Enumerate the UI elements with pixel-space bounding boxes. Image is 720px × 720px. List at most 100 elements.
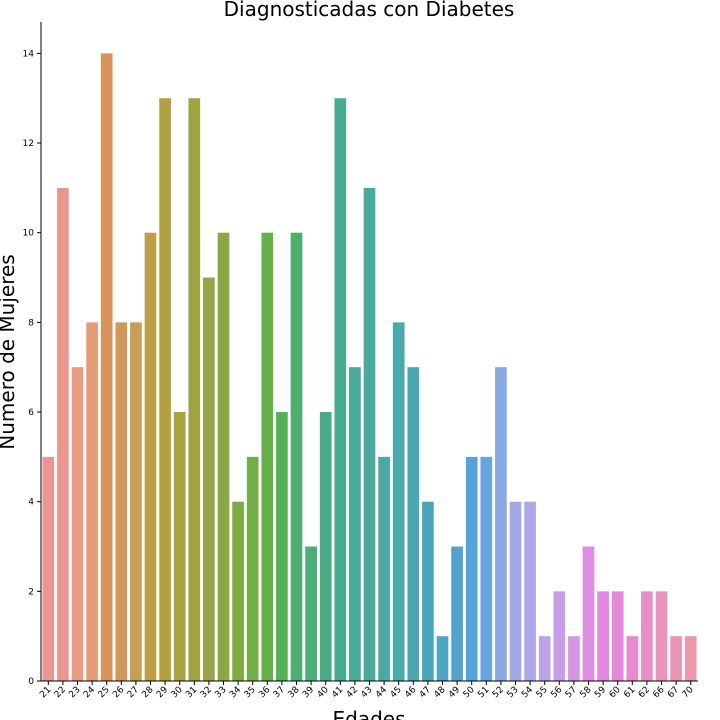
bar-66 [655, 591, 668, 681]
bar-30 [173, 412, 186, 681]
bar-36 [261, 232, 274, 681]
x-tick-label-66: 66 [651, 685, 666, 700]
x-tick-label-46: 46 [403, 685, 418, 700]
x-tick-label-57: 57 [564, 685, 579, 700]
bar-50 [465, 456, 478, 681]
bar-54 [524, 501, 536, 681]
x-tick-label-47: 47 [418, 685, 433, 700]
x-tick-label-53: 53 [505, 685, 520, 700]
x-tick-label-24: 24 [82, 685, 97, 700]
x-tick-label-67: 67 [666, 685, 681, 700]
bar-33 [217, 232, 230, 681]
x-tick-label-61: 61 [622, 685, 637, 700]
x-tick-label-54: 54 [520, 685, 535, 700]
x-tick-label-27: 27 [126, 685, 141, 700]
y-tick-label-2: 2 [28, 587, 34, 597]
bar-60 [611, 591, 624, 681]
chart-title: Diagnosticadas con Diabetes [224, 0, 515, 21]
bar-32 [203, 277, 215, 681]
bar-24 [86, 322, 98, 681]
bar-26 [115, 322, 128, 681]
x-tick-label-21: 21 [38, 685, 53, 700]
bar-58 [582, 546, 595, 681]
bar-22 [57, 187, 69, 681]
x-tick-label-34: 34 [228, 685, 243, 700]
bar-55 [538, 636, 551, 681]
bars-group [42, 53, 697, 681]
bar-31 [188, 98, 201, 681]
x-tick-label-31: 31 [184, 685, 199, 700]
x-tick-label-26: 26 [111, 685, 126, 700]
y-tick-label-14: 14 [23, 49, 35, 59]
y-tick-label-10: 10 [23, 229, 35, 239]
y-axis-label: Numero de Mujeres [0, 254, 19, 449]
y-tick-label-0: 0 [28, 677, 34, 687]
x-tick-label-35: 35 [243, 685, 258, 700]
x-tick-label-41: 41 [330, 685, 345, 700]
x-tick-label-22: 22 [53, 685, 68, 700]
x-tick-label-29: 29 [155, 685, 170, 700]
bar-34 [232, 501, 244, 681]
x-tick-label-52: 52 [491, 685, 506, 700]
bar-27 [130, 322, 142, 681]
bar-48 [436, 636, 449, 681]
bar-28 [144, 232, 157, 681]
bar-43 [363, 187, 376, 681]
x-tick-label-50: 50 [462, 685, 477, 700]
x-tick-label-33: 33 [213, 685, 228, 700]
x-tick-label-45: 45 [389, 685, 404, 700]
bar-46 [407, 367, 420, 681]
bar-44 [378, 456, 390, 681]
bar-21 [42, 456, 55, 681]
x-tick-label-55: 55 [535, 685, 550, 700]
bar-49 [451, 546, 463, 681]
x-tick-label-37: 37 [272, 685, 287, 700]
x-tick-label-32: 32 [199, 685, 214, 700]
bar-38 [290, 232, 303, 681]
bar-52 [495, 367, 507, 681]
bar-70 [684, 636, 697, 681]
x-tick-label-58: 58 [578, 685, 593, 700]
bar-47 [422, 501, 434, 681]
bar-39 [305, 546, 317, 681]
x-tick-label-49: 49 [447, 685, 462, 700]
y-tick-label-8: 8 [28, 318, 34, 328]
x-tick-label-48: 48 [432, 685, 447, 700]
x-tick-label-30: 30 [170, 685, 185, 700]
x-tick-label-43: 43 [359, 685, 374, 700]
x-axis: 21 22 23 24 25 26 27 28 29 30 31 32 33 34 35 36 37 38 39 40… [38, 680, 698, 700]
x-tick-label-25: 25 [97, 685, 112, 700]
x-tick-label-51: 51 [476, 685, 491, 700]
x-tick-label-59: 59 [593, 685, 608, 700]
bar-40 [319, 412, 332, 681]
bar-56 [553, 591, 566, 681]
bar-59 [597, 591, 609, 681]
x-tick-label-28: 28 [140, 685, 155, 700]
bar-61 [626, 636, 639, 681]
x-tick-label-23: 23 [67, 685, 82, 700]
x-tick-label-40: 40 [316, 685, 331, 700]
x-tick-label-38: 38 [286, 685, 301, 700]
bar-25 [100, 53, 113, 681]
bar-67 [670, 636, 682, 681]
bar-51 [480, 456, 493, 681]
y-tick-label-4: 4 [28, 498, 34, 508]
bar-62 [641, 591, 653, 681]
bar-41 [334, 98, 347, 681]
bar-35 [246, 456, 259, 681]
bar-23 [71, 367, 84, 681]
bar-29 [159, 98, 171, 681]
x-tick-label-42: 42 [345, 685, 360, 700]
y-tick-label-6: 6 [28, 408, 34, 418]
bar-37 [276, 412, 288, 681]
x-axis-label: Edades [332, 707, 405, 720]
bar-57 [568, 636, 580, 681]
x-tick-label-60: 60 [608, 685, 623, 700]
x-tick-label-36: 36 [257, 685, 272, 700]
bar-53 [509, 501, 522, 681]
x-tick-label-70: 70 [681, 685, 696, 700]
x-tick-label-62: 62 [637, 685, 652, 700]
x-tick-label-56: 56 [549, 685, 564, 700]
